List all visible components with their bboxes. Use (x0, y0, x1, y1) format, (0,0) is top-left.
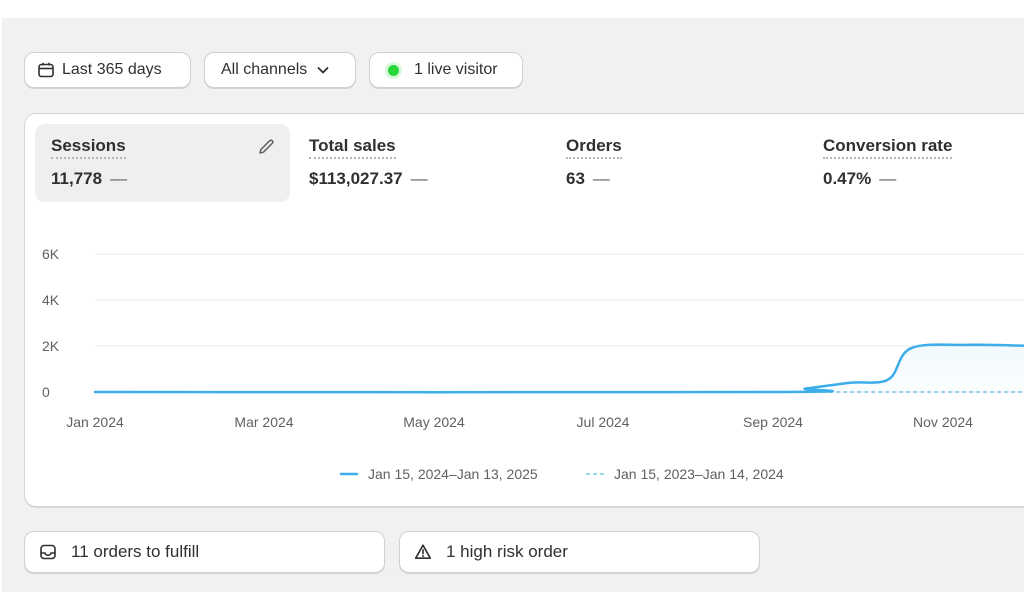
y-tick-label: 0 (42, 384, 50, 400)
analytics-card: Sessions 11,778 — Total sales $113,027.37… (24, 113, 1024, 507)
chevron-down-icon (317, 67, 329, 74)
metric-value-row: $113,027.37 — (309, 169, 517, 189)
metric-conversion-rate[interactable]: Conversion rate 0.47% — (807, 124, 1024, 202)
metric-change: — (110, 169, 128, 188)
live-visitor-button[interactable]: 1 live visitor (369, 52, 523, 88)
metric-label: Total sales (309, 136, 396, 159)
metric-sessions[interactable]: Sessions 11,778 — (35, 124, 290, 202)
metric-change: — (410, 169, 428, 188)
metric-change: — (879, 169, 897, 188)
y-tick-label: 4K (42, 292, 60, 308)
metric-label: Conversion rate (823, 136, 953, 159)
y-tick-label: 6K (42, 246, 60, 262)
inbox-icon (40, 544, 56, 560)
metric-value: 0.47% (823, 169, 872, 188)
y-tick-label: 2K (42, 338, 60, 354)
legend-label-primary: Jan 15, 2024–Jan 13, 2025 (368, 466, 538, 482)
metric-label: Sessions (51, 136, 126, 159)
metric-change: — (592, 169, 610, 188)
legend-label-comparison: Jan 15, 2023–Jan 14, 2024 (614, 466, 784, 482)
x-tick-label: Jan 2024 (66, 414, 124, 430)
orders-to-fulfill-label: 11 orders to fulfill (71, 542, 200, 561)
x-tick-label: May 2024 (403, 414, 465, 430)
x-tick-label: Jul 2024 (577, 414, 630, 430)
x-tick-label: Nov 2024 (913, 414, 973, 430)
channels-label: All channels (221, 61, 308, 78)
date-range-label: Last 365 days (62, 61, 162, 78)
metric-orders[interactable]: Orders 63 — (550, 124, 790, 202)
metric-value: 63 (566, 169, 585, 188)
date-range-button[interactable]: Last 365 days (24, 52, 191, 88)
metric-value: 11,778 (51, 169, 103, 188)
calendar-icon (38, 62, 54, 78)
metric-value-row: 63 — (566, 169, 774, 189)
x-tick-label: Sep 2024 (743, 414, 803, 430)
x-tick-label: Mar 2024 (234, 414, 293, 430)
series-area-fill (95, 344, 1024, 393)
warning-icon (414, 544, 432, 559)
high-risk-order-button[interactable]: 1 high risk order (399, 531, 760, 573)
pencil-icon[interactable] (256, 137, 276, 157)
metric-label: Orders (566, 136, 622, 159)
live-visitor-label: 1 live visitor (414, 61, 498, 78)
sessions-line-chart: 6K 4K 2K 0 Jan 2024 Mar 2024 May 2024 Jul 2024 S… (42, 246, 1024, 482)
live-status-dot (388, 64, 399, 76)
metric-value-row: 11,778 — (51, 169, 274, 189)
orders-to-fulfill-button[interactable]: 11 orders to fulfill (24, 531, 385, 573)
metric-value: $113,027.37 (309, 169, 403, 188)
channels-dropdown[interactable]: All channels (204, 52, 356, 88)
primary-series-line (93, 343, 1024, 394)
metric-value-row: 0.47% — (823, 169, 1017, 189)
chart-legend: Jan 15, 2024–Jan 13, 2025 Jan 15, 2023–Ja… (339, 466, 784, 482)
metric-total-sales[interactable]: Total sales $113,027.37 — (293, 124, 533, 202)
high-risk-order-label: 1 high risk order (446, 542, 568, 561)
